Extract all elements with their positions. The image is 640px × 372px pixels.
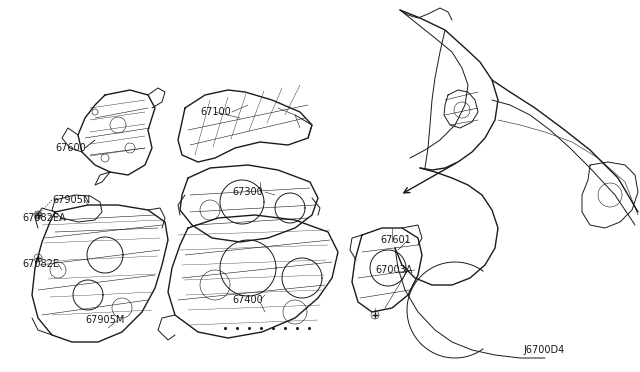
Text: 67400: 67400	[232, 295, 263, 305]
Text: 67100: 67100	[200, 107, 231, 117]
Text: 67601: 67601	[380, 235, 411, 245]
Text: 67300: 67300	[232, 187, 263, 197]
Text: 67003A: 67003A	[375, 265, 412, 275]
Text: 67905N: 67905N	[52, 195, 90, 205]
Text: 67600: 67600	[55, 143, 86, 153]
Text: 67082EA: 67082EA	[22, 213, 66, 223]
Text: 67082E: 67082E	[22, 259, 59, 269]
Text: 67905M: 67905M	[85, 315, 124, 325]
Text: J6700D4: J6700D4	[524, 345, 565, 355]
